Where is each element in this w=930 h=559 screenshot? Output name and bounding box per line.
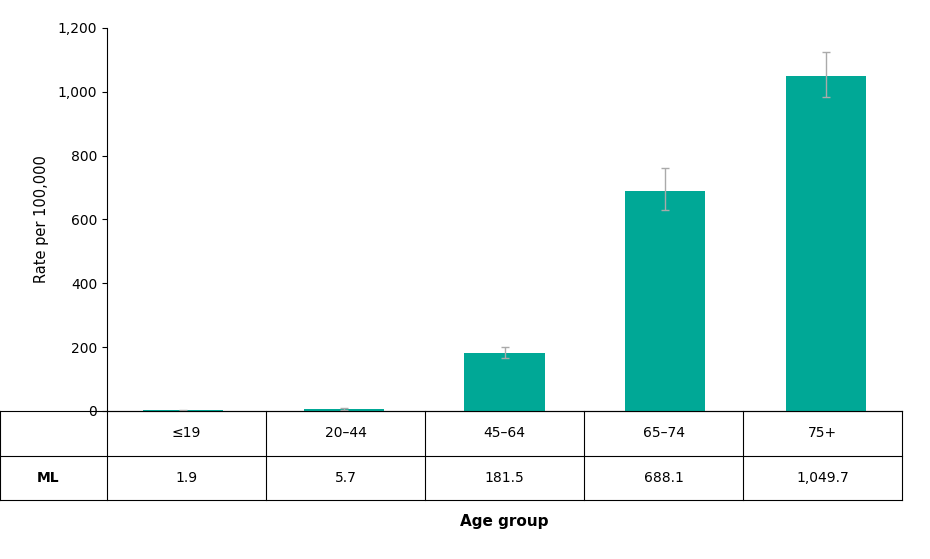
Text: 5.7: 5.7 [335, 471, 356, 485]
Text: Age group: Age group [460, 514, 549, 529]
Y-axis label: Rate per 100,000: Rate per 100,000 [34, 155, 49, 283]
Bar [143, 410, 223, 411]
Bar [464, 353, 545, 411]
Text: 75+: 75+ [808, 426, 837, 440]
Text: 20–44: 20–44 [325, 426, 366, 440]
Text: ≤19: ≤19 [172, 426, 201, 440]
Text: 688.1: 688.1 [644, 471, 684, 485]
Text: 1,049.7: 1,049.7 [796, 471, 849, 485]
Bar [786, 76, 866, 411]
Text: 65–74: 65–74 [643, 426, 684, 440]
Bar [625, 191, 705, 411]
Text: ML: ML [37, 471, 60, 485]
Text: 181.5: 181.5 [485, 471, 525, 485]
Text: 45–64: 45–64 [484, 426, 525, 440]
Text: 1.9: 1.9 [176, 471, 197, 485]
Bar [304, 409, 384, 411]
